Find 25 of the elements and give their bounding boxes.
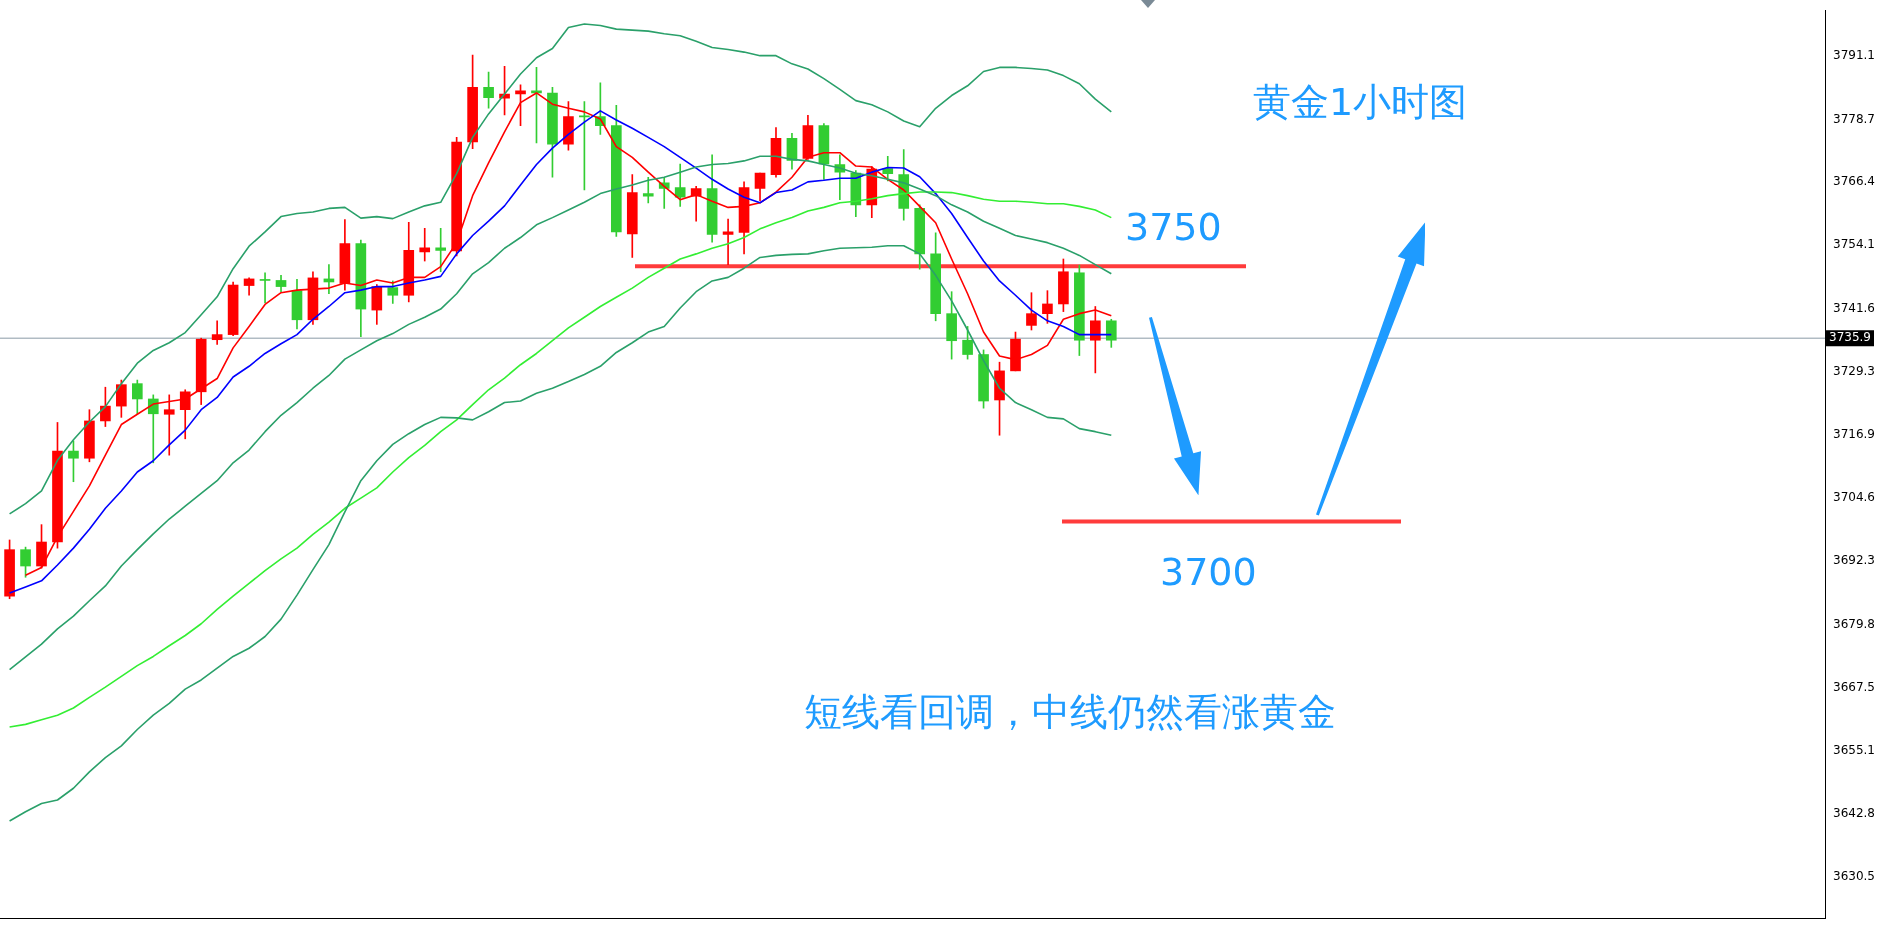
y-tick-label: 3679.8	[1833, 616, 1876, 631]
candlestick	[435, 228, 447, 273]
y-tick-label: 3692.3	[1833, 553, 1876, 568]
candlestick	[419, 228, 431, 262]
y-tick-label: 3704.6	[1833, 490, 1876, 505]
annotation: 短线看回调，中线仍然看涨黄金	[804, 689, 1336, 734]
y-tick-label: 3791.1	[1833, 48, 1876, 63]
y-tick-label: 3716.9	[1833, 427, 1876, 442]
y-tick-label: 3741.6	[1833, 301, 1876, 316]
y-tick-label: 3642.8	[1833, 805, 1876, 820]
text: 黄金1小时图	[1252, 79, 1468, 124]
y-tick-label: 3766.4	[1833, 174, 1876, 189]
y-tick-label: 3778.7	[1833, 111, 1876, 126]
candlestick	[642, 176, 654, 204]
ref-line-label: 3750	[1125, 205, 1222, 250]
ref-line-label: 3700	[1160, 550, 1257, 595]
y-tick-label: 3655.1	[1833, 743, 1876, 758]
ref-line-label: 3735.9	[1829, 330, 1872, 345]
y-tick-label: 3729.3	[1833, 364, 1876, 379]
candlestick	[211, 320, 223, 345]
candlestick	[163, 394, 175, 456]
y-tick-label: 3667.5	[1833, 679, 1876, 694]
candlestick	[259, 272, 271, 304]
y-tick-label: 3754.1	[1833, 237, 1876, 252]
y-tick-label: 3630.5	[1833, 868, 1876, 883]
